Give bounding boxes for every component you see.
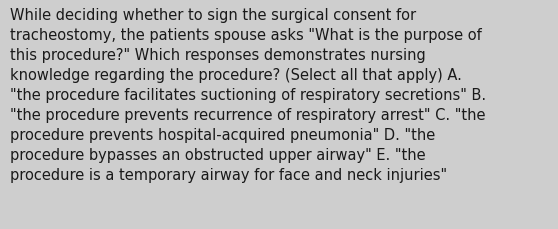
Text: While deciding whether to sign the surgical consent for
tracheostomy, the patien: While deciding whether to sign the surgi… (10, 8, 486, 183)
